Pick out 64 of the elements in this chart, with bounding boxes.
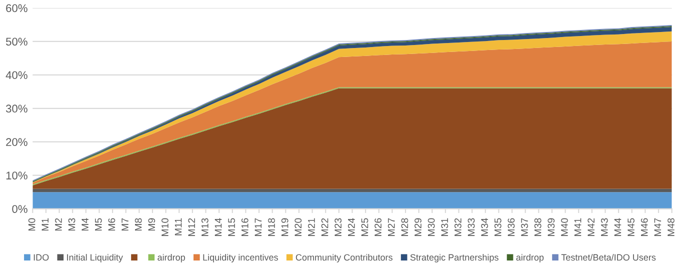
x-tick-label: M25 xyxy=(361,218,368,236)
x-tick-label: M12 xyxy=(188,218,195,236)
x-tick-label: M4 xyxy=(82,218,88,231)
x-tick-label: M0 xyxy=(28,218,36,231)
x-tick-label: M14 xyxy=(214,218,222,236)
y-tick-label: 60% xyxy=(6,4,28,12)
legend-label: Initial Liquidity xyxy=(67,254,123,262)
x-tick-label: M20 xyxy=(294,218,302,236)
x-tick-label: M43 xyxy=(600,218,608,236)
y-tick-label: 50% xyxy=(6,38,28,46)
y-tick-label: 40% xyxy=(6,71,28,80)
x-tick-label: M39 xyxy=(548,218,555,236)
x-tick-label: M38 xyxy=(534,218,542,236)
x-tick-label: M40 xyxy=(561,218,568,236)
x-tick-label: M16 xyxy=(241,218,248,236)
x-tick-label: M32 xyxy=(454,218,462,236)
x-tick-label: M5 xyxy=(95,218,102,231)
x-tick-label: M11 xyxy=(174,218,182,236)
legend-label: airdrop xyxy=(516,254,544,262)
x-tick-label: M10 xyxy=(162,218,168,236)
x-tick-label: M9 xyxy=(148,218,156,231)
x-tick-label: M44 xyxy=(614,218,622,236)
x-tick-label: M2 xyxy=(55,218,62,231)
x-tick-label: M47 xyxy=(654,218,662,236)
x-tick-label: M42 xyxy=(588,218,594,236)
x-tick-label: M13 xyxy=(201,218,208,236)
x-tick-label: M3 xyxy=(68,218,76,231)
x-tick-label: M21 xyxy=(308,218,315,236)
x-tick-label: M27 xyxy=(388,218,395,236)
legend-label: IDO xyxy=(34,254,49,261)
x-tick-label: M7 xyxy=(122,218,128,231)
x-tick-label: M46 xyxy=(640,218,648,236)
legend-label: Testnet/Beta/IDO Users xyxy=(561,254,656,261)
y-tick-label: 20% xyxy=(6,138,28,146)
legend-label: Community Contributors xyxy=(296,254,392,262)
x-tick-label: M36 xyxy=(508,218,515,236)
x-tick-label: M48 xyxy=(668,218,674,236)
x-tick-label: M31 xyxy=(441,218,448,236)
x-tick-label: M33 xyxy=(468,218,475,236)
x-tick-label: M41 xyxy=(574,218,582,236)
x-tick-label: M34 xyxy=(481,218,488,236)
x-tick-label: M17 xyxy=(254,218,262,236)
y-tick-label: 30% xyxy=(6,104,28,113)
x-tick-label: M18 xyxy=(268,218,275,236)
y-tick-label: 10% xyxy=(6,172,28,180)
x-tick-label: M30 xyxy=(428,218,435,236)
x-tick-label: M8 xyxy=(134,218,142,231)
x-tick-label: M35 xyxy=(494,218,502,236)
x-tick-label: M23 xyxy=(334,218,342,236)
x-tick-label: M1 xyxy=(42,218,48,231)
legend-label: airdrop xyxy=(158,254,185,262)
x-tick-label: M29 xyxy=(414,218,422,236)
legend-label: Strategic Partnerships xyxy=(410,254,498,262)
x-tick-label: M26 xyxy=(374,218,382,236)
x-tick-label: M15 xyxy=(228,218,235,236)
x-tick-label: M45 xyxy=(628,218,634,236)
legend-label: Liquidity incentives xyxy=(203,254,278,262)
y-tick-label: 0% xyxy=(12,205,28,213)
x-tick-label: M24 xyxy=(348,218,355,236)
x-tick-label: M22 xyxy=(321,218,328,236)
x-tick-label: M6 xyxy=(108,218,116,231)
x-tick-label: M28 xyxy=(401,218,408,236)
x-tick-label: M37 xyxy=(521,218,528,236)
x-tick-label: M19 xyxy=(281,218,288,236)
